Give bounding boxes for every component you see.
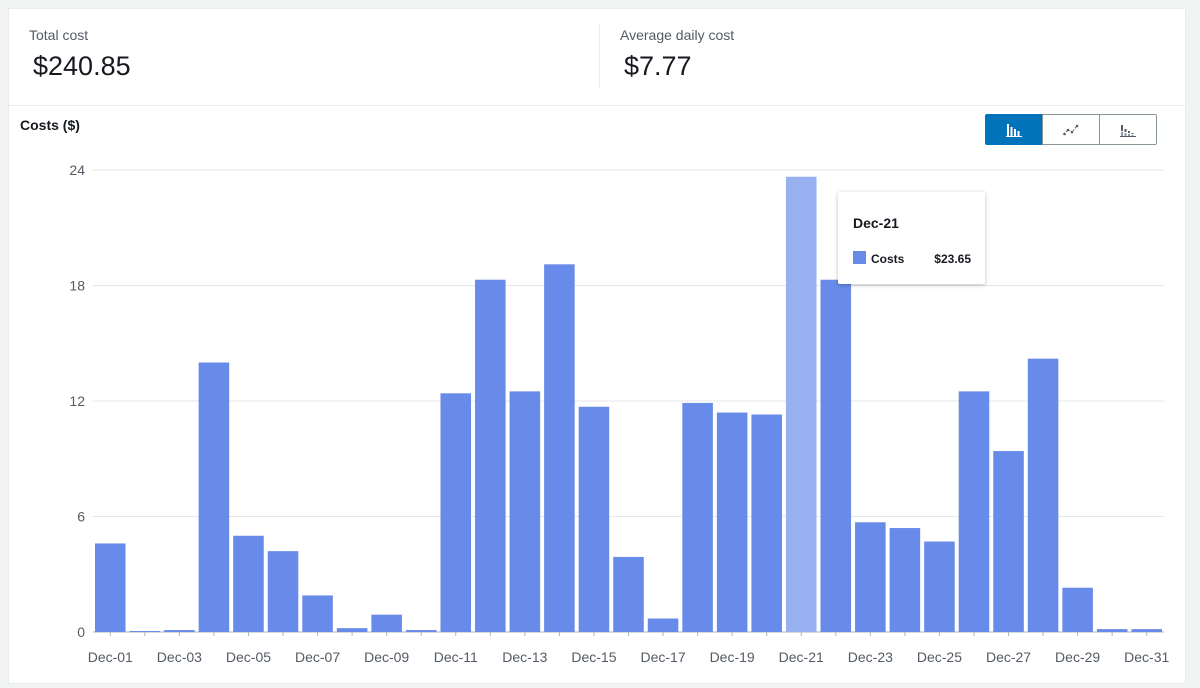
chart-tooltip: Dec-21 Costs $23.65 <box>838 192 985 284</box>
bar-chart-icon <box>1006 123 1022 137</box>
x-tick-label: Dec-23 <box>848 649 893 665</box>
chart-type-toggle <box>985 114 1157 145</box>
y-tick-label: 24 <box>69 162 85 178</box>
y-tick-label: 18 <box>69 278 85 294</box>
cost-summary: Total cost $240.85 Average daily cost $7… <box>9 9 1185 106</box>
bar-dec-14[interactable] <box>544 264 575 632</box>
stacked-bar-chart-button[interactable] <box>1099 114 1157 145</box>
x-tick-label: Dec-01 <box>88 649 133 665</box>
tooltip-series-value: $23.65 <box>934 252 971 266</box>
y-tick-label: 0 <box>77 624 85 640</box>
average-daily-cost-value: $7.77 <box>624 51 692 81</box>
bar-dec-08[interactable] <box>336 628 368 632</box>
bar-dec-15[interactable] <box>578 406 610 632</box>
bar-dec-25[interactable] <box>924 541 955 632</box>
bar-dec-09[interactable] <box>371 614 402 632</box>
chart-bars <box>95 176 1162 633</box>
bar-dec-02[interactable] <box>129 631 161 632</box>
x-tick-label: Dec-09 <box>364 649 409 665</box>
x-tick-label: Dec-27 <box>986 649 1031 665</box>
x-tick-label: Dec-11 <box>434 649 478 665</box>
bar-dec-07[interactable] <box>302 595 333 632</box>
bar-dec-24[interactable] <box>889 528 921 632</box>
bar-dec-20[interactable] <box>751 414 782 632</box>
x-tick-label: Dec-07 <box>295 649 340 665</box>
x-tick-label: Dec-03 <box>157 649 202 665</box>
bar-dec-18[interactable] <box>682 402 713 632</box>
bar-dec-10[interactable] <box>405 630 437 632</box>
bar-chart-button[interactable] <box>985 114 1043 145</box>
bar-dec-17[interactable] <box>647 618 679 632</box>
total-cost-value: $240.85 <box>33 51 131 81</box>
bar-dec-03[interactable] <box>164 630 195 632</box>
x-tick-label: Dec-17 <box>640 649 685 665</box>
bar-dec-16[interactable] <box>613 556 644 632</box>
x-tick-label: Dec-19 <box>710 649 755 665</box>
y-tick-label: 6 <box>77 509 85 525</box>
bar-dec-31[interactable] <box>1131 629 1162 632</box>
bar-dec-23[interactable] <box>855 522 886 632</box>
total-cost-metric: Total cost $240.85 <box>29 27 131 82</box>
bar-dec-19[interactable] <box>716 412 748 632</box>
x-tick-label: Dec-25 <box>917 649 962 665</box>
stacked-bar-chart-icon <box>1120 124 1136 137</box>
x-tick-label: Dec-29 <box>1055 649 1100 665</box>
total-cost-label: Total cost <box>29 27 89 43</box>
chart-x-ticks: Dec-01 Dec-03 Dec-05 Dec-07 Dec-09 Dec-11 Dec-… <box>88 632 1170 665</box>
x-tick-label: Dec-05 <box>226 649 271 665</box>
x-tick-label: Dec-31 <box>1124 649 1169 665</box>
x-tick-label: Dec-15 <box>571 649 616 665</box>
bar-dec-22[interactable] <box>820 279 852 632</box>
bar-dec-28[interactable] <box>1027 358 1059 632</box>
bar-dec-26[interactable] <box>958 391 990 632</box>
average-daily-cost-metric: Average daily cost $7.77 <box>620 27 734 82</box>
y-tick-label: 12 <box>69 393 85 409</box>
line-chart-button[interactable] <box>1042 114 1100 145</box>
chart-y-ticks: 0 6 12 18 24 <box>69 162 85 640</box>
chart-title: Costs ($) <box>20 117 80 133</box>
bar-dec-13[interactable] <box>509 391 541 632</box>
bar-dec-30[interactable] <box>1096 629 1128 632</box>
line-chart-icon <box>1063 124 1079 135</box>
bar-dec-27[interactable] <box>993 451 1024 632</box>
average-daily-cost-label: Average daily cost <box>620 27 735 43</box>
bar-dec-29[interactable] <box>1062 587 1093 632</box>
x-tick-label: Dec-13 <box>502 649 547 665</box>
bar-dec-06[interactable] <box>267 551 299 632</box>
bar-dec-05[interactable] <box>233 535 264 632</box>
x-tick-label: Dec-21 <box>779 649 824 665</box>
tooltip-title: Dec-21 <box>853 215 899 231</box>
tooltip-series-name: Costs <box>871 252 905 266</box>
tooltip-series-swatch <box>853 251 866 264</box>
bar-dec-12[interactable] <box>475 279 506 632</box>
bar-dec-04[interactable] <box>198 362 230 633</box>
bar-dec-11[interactable] <box>440 393 472 632</box>
bar-dec-01[interactable] <box>95 543 126 632</box>
summary-divider <box>599 25 600 87</box>
bar-dec-21[interactable] <box>785 176 817 633</box>
